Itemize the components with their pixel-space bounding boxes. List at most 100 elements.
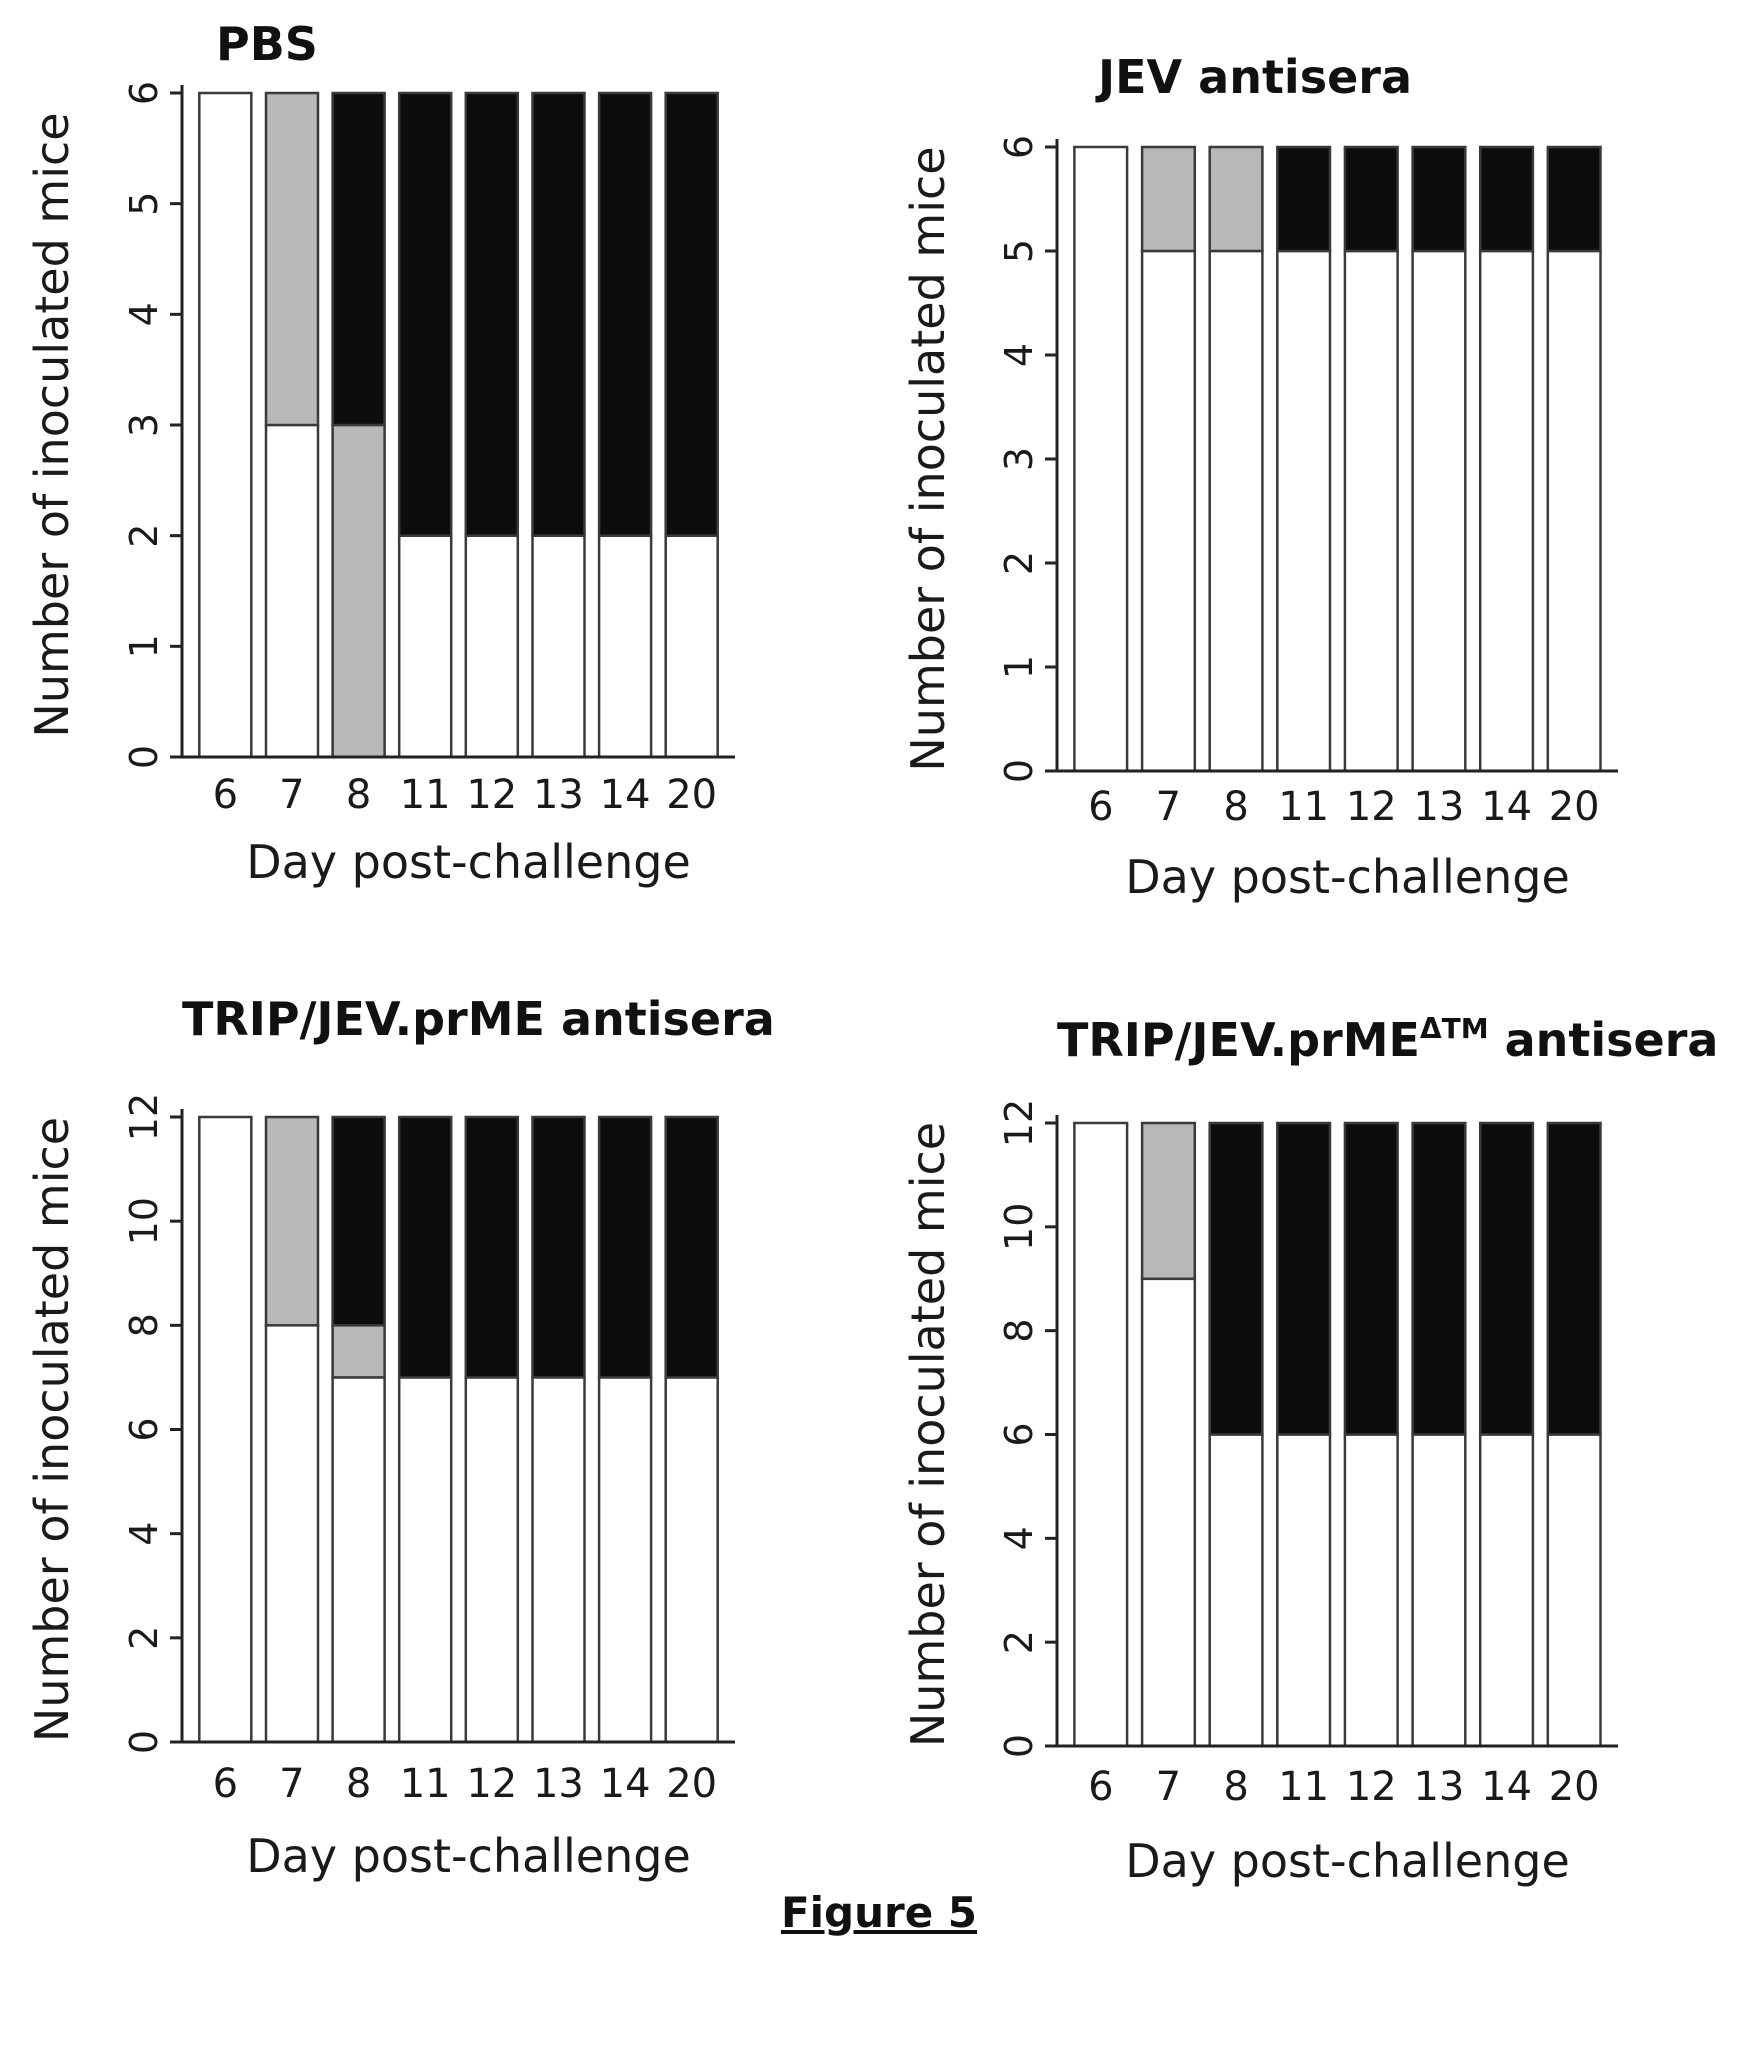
- bar-healthy-day-11: [397, 534, 453, 759]
- bar-sick-day-7: [1140, 1121, 1197, 1281]
- x-tick-label: 7: [279, 772, 304, 818]
- bar-healthy-day-14: [1478, 249, 1535, 773]
- x-tick-label: 13: [1413, 784, 1464, 830]
- y-axis-label: Number of inoculated mice: [901, 146, 955, 771]
- x-tick-label: 13: [533, 772, 584, 818]
- bar-healthy-day-13: [531, 534, 586, 759]
- bar-healthy-day-8: [331, 1376, 386, 1744]
- x-tick-label: 12: [1346, 1764, 1397, 1810]
- x-tick-label: 13: [533, 1761, 584, 1807]
- bar-dead-day-12: [464, 91, 520, 537]
- y-tick-label: 8: [997, 1319, 1041, 1343]
- y-tick-label: 1: [122, 634, 166, 658]
- x-tick-label: 12: [466, 1761, 517, 1807]
- figure-caption: Figure 5: [780, 1888, 978, 1937]
- bar-healthy-day-11: [1276, 1433, 1332, 1748]
- y-tick-label: 2: [122, 1626, 166, 1650]
- bar-healthy-day-20: [664, 534, 719, 759]
- bar-healthy-day-20: [1546, 1433, 1602, 1748]
- x-tick-label: 12: [1346, 784, 1397, 830]
- x-tick-label: 8: [1223, 1764, 1248, 1810]
- bar-dead-day-14: [597, 1115, 653, 1379]
- chart-title-text: TRIP/JEV.prME: [1057, 1013, 1420, 1067]
- bar-sick-day-7: [264, 1115, 320, 1327]
- x-tick-label: 20: [666, 1761, 717, 1807]
- y-tick-label: 4: [997, 1526, 1041, 1550]
- bar-dead-day-20: [1546, 145, 1602, 253]
- chart-title: JEV antisera: [1095, 50, 1412, 104]
- x-tick-label: 14: [1481, 1764, 1532, 1810]
- bar-dead-day-12: [464, 1115, 520, 1379]
- y-tick-label: 0: [997, 759, 1041, 783]
- bar-dead-day-20: [664, 91, 719, 537]
- x-tick-label: 6: [1088, 784, 1113, 830]
- bar-healthy-day-7: [264, 423, 320, 759]
- x-axis-label: Day post-challenge: [246, 1829, 691, 1883]
- y-tick-label: 10: [122, 1197, 166, 1245]
- x-tick-label: 11: [400, 1761, 451, 1807]
- bar-healthy-day-12: [464, 534, 520, 759]
- bar-healthy-day-7: [264, 1324, 320, 1744]
- x-tick-label: 6: [213, 772, 238, 818]
- x-tick-label: 7: [279, 1761, 304, 1807]
- bar-sick-day-8: [1208, 145, 1264, 253]
- bar-healthy-day-12: [1343, 249, 1399, 773]
- y-axis-label: Number of inoculated mice: [25, 1117, 79, 1742]
- bar-sick-day-7: [264, 91, 320, 427]
- x-tick-label: 6: [1088, 1764, 1113, 1810]
- x-tick-label: 8: [346, 772, 371, 818]
- x-tick-label: 8: [346, 1761, 371, 1807]
- bar-healthy-day-14: [597, 1376, 653, 1744]
- x-tick-label: 20: [1549, 784, 1600, 830]
- bar-healthy-day-6: [198, 91, 253, 759]
- bar-dead-day-8: [331, 91, 386, 427]
- bar-sick-day-7: [1140, 145, 1197, 253]
- x-tick-label: 13: [1413, 1764, 1464, 1810]
- y-tick-label: 3: [122, 413, 166, 437]
- bar-dead-day-8: [1208, 1121, 1264, 1436]
- bar-healthy-day-12: [1343, 1433, 1399, 1748]
- x-tick-label: 20: [666, 772, 717, 818]
- y-tick-label: 0: [997, 1734, 1041, 1758]
- y-axis-label: Number of inoculated mice: [25, 112, 79, 737]
- x-tick-label: 11: [400, 772, 451, 818]
- bar-dead-day-8: [331, 1115, 386, 1327]
- bar-dead-day-11: [1276, 145, 1332, 253]
- x-tick-label: 6: [213, 1761, 238, 1807]
- chart-title: TRIP/JEV.prMEΔTM antisera: [1057, 1012, 1718, 1067]
- bar-healthy-day-7: [1140, 249, 1197, 773]
- bar-dead-day-20: [664, 1115, 719, 1379]
- bar-dead-day-11: [1276, 1121, 1332, 1436]
- bar-dead-day-11: [397, 1115, 453, 1379]
- y-tick-label: 6: [122, 1417, 166, 1441]
- bar-dead-day-13: [1411, 1121, 1467, 1436]
- y-tick-label: 3: [997, 447, 1041, 471]
- x-tick-label: 7: [1156, 784, 1181, 830]
- y-tick-label: 2: [997, 1630, 1041, 1654]
- y-tick-label: 8: [122, 1313, 166, 1337]
- bar-sick-day-8: [331, 1324, 386, 1379]
- bar-dead-day-12: [1343, 1121, 1399, 1436]
- y-tick-label: 0: [122, 1730, 166, 1754]
- x-tick-label: 14: [600, 1761, 651, 1807]
- chart-title: TRIP/JEV.prME antisera: [182, 992, 775, 1046]
- y-tick-label: 10: [997, 1203, 1041, 1251]
- bar-healthy-day-14: [1478, 1433, 1535, 1748]
- chart-title-text: PBS: [216, 17, 318, 71]
- x-tick-label: 12: [466, 772, 517, 818]
- x-tick-label: 14: [600, 772, 651, 818]
- bar-healthy-day-13: [1411, 1433, 1467, 1748]
- bar-healthy-day-6: [1073, 145, 1129, 773]
- x-tick-label: 14: [1481, 784, 1532, 830]
- x-axis-label: Day post-challenge: [1125, 850, 1570, 904]
- chart-title-text: JEV antisera: [1095, 50, 1412, 104]
- y-tick-label: 4: [997, 343, 1041, 367]
- bar-dead-day-14: [1478, 1121, 1535, 1436]
- bar-healthy-day-12: [464, 1376, 520, 1744]
- chart-title: PBS: [216, 17, 318, 71]
- bar-healthy-day-13: [531, 1376, 586, 1744]
